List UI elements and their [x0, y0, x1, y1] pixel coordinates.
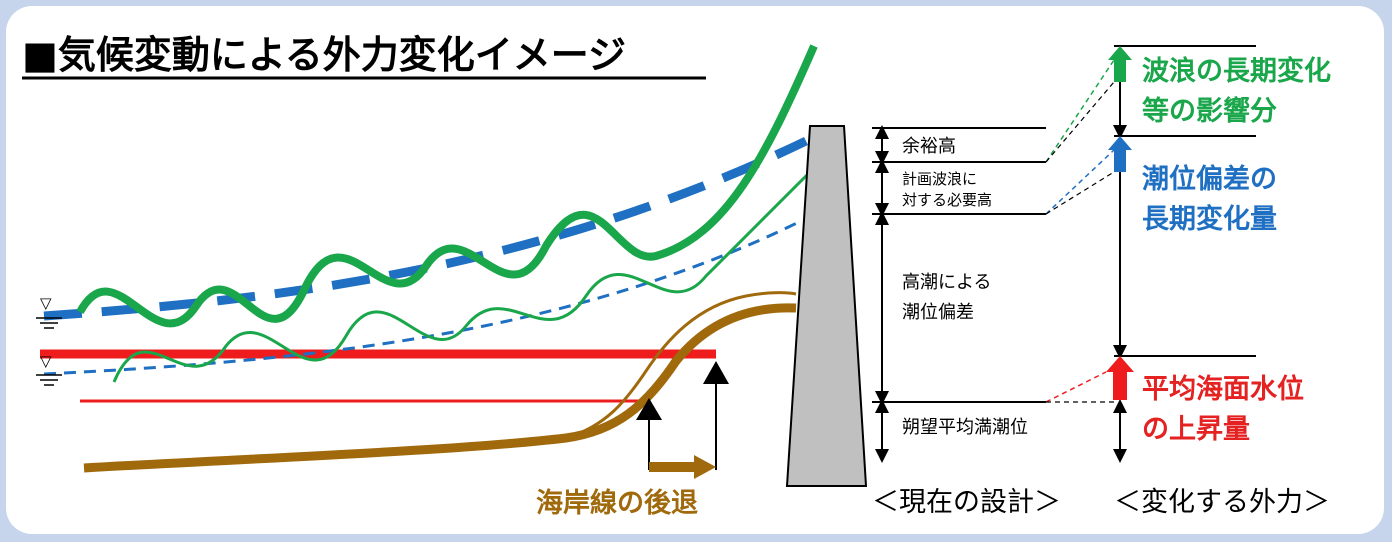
label-wave-required-2: 対する必要高 [902, 191, 992, 209]
wave-change-arrow [1108, 46, 1132, 82]
retreated-shore-profile [565, 291, 797, 440]
retreat-arrow-head [694, 455, 716, 479]
label-wave-change-2: 等の影響分 [1142, 95, 1277, 127]
label-freeboard: 余裕高 [902, 136, 956, 157]
sea-level-connector-red [1045, 371, 1107, 403]
wave-connector-black [1045, 81, 1115, 163]
retreat-marker-old-head [636, 398, 662, 420]
surge-connector-black [1045, 171, 1115, 215]
sea-level-rise-arrow [1106, 356, 1134, 400]
footer-changing-forces: ＜変化する外力＞ [1114, 487, 1330, 518]
future-wave-line [76, 44, 818, 328]
label-surge-change-2: 長期変化量 [1142, 203, 1277, 235]
diagram-title: ■気候変動による外力変化イメージ [22, 33, 626, 77]
label-surge-1: 高潮による [902, 272, 991, 293]
current-storm-surge-line [43, 219, 802, 376]
water-level-symbol-lower: ▽ [40, 352, 52, 370]
water-level-symbol-upper: ▽ [40, 294, 52, 312]
diagram-canvas: ■気候変動による外力変化イメージ 海岸線の後退 ▽ ▽ 余裕高 計画波浪に 対す… [22, 33, 1331, 519]
footer-current-design: ＜現在の設計＞ [872, 487, 1061, 518]
seawall [785, 125, 868, 487]
label-surge-2: 潮位偏差 [902, 302, 974, 323]
label-wave-change-1: 波浪の長期変化 [1142, 55, 1331, 87]
surge-change-arrow [1108, 136, 1132, 172]
diagram-frame: ■気候変動による外力変化イメージ 海岸線の後退 ▽ ▽ 余裕高 計画波浪に 対す… [6, 6, 1384, 534]
label-mean-high-water: 朔望平均満潮位 [902, 417, 1028, 438]
surge-connector-blue [1045, 149, 1115, 215]
current-wave-line [112, 164, 818, 383]
wave-connector-green [1045, 59, 1115, 163]
label-sea-level-rise-1: 平均海面水位 [1142, 373, 1304, 405]
current-shore-profile [83, 303, 797, 473]
label-wave-required-1: 計画波浪に [902, 170, 977, 188]
label-surge-change-1: 潮位偏差の [1142, 163, 1277, 195]
retreat-marker-new-head [703, 361, 729, 384]
label-sea-level-rise-2: の上昇量 [1142, 414, 1250, 445]
shoreline-retreat-label: 海岸線の後退 [536, 487, 698, 519]
